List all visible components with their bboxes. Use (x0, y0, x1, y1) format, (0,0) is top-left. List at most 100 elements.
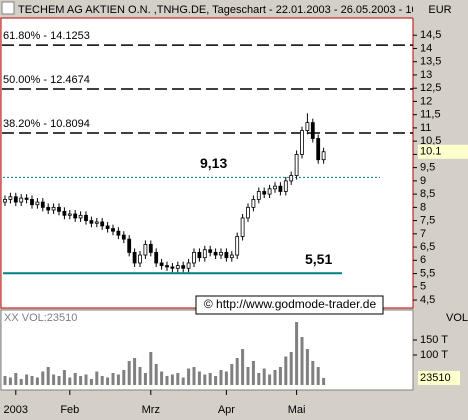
candle-body (46, 206, 51, 211)
y-tick-label: 6,5 (420, 241, 435, 253)
candle-body (73, 213, 78, 219)
volume-bar (300, 337, 304, 385)
candle-body (111, 228, 115, 232)
y-tick-label: 6 (420, 254, 426, 266)
y-tick-label: 5,5 (420, 267, 435, 279)
last-price: 10.1 (420, 146, 441, 158)
copyright-box (195, 295, 384, 315)
y-tick-label: 9,5 (420, 162, 435, 174)
chart-title: TECHEM AG AKTIEN O.N. ,TNHG.DE, Tagescha… (18, 4, 418, 16)
price-panel (0, 17, 414, 309)
volume-bar (224, 371, 228, 385)
volume-bar (322, 377, 326, 385)
candle-body (94, 221, 99, 224)
volume-bar (295, 322, 299, 385)
candle-body (78, 214, 83, 219)
volume-bar (3, 376, 7, 385)
volume-bar (311, 361, 315, 385)
y-tick-label: 9 (420, 175, 426, 187)
candle-body (62, 210, 67, 216)
volume-title: XX VOL:23510 (4, 312, 77, 324)
volume-bar (25, 374, 29, 385)
x-tick-label: Apr (218, 404, 235, 416)
candle-body (40, 201, 45, 208)
volume-bar (192, 367, 196, 385)
volume-bar (73, 373, 77, 385)
volume-bar (176, 373, 180, 385)
menu-icon[interactable] (1, 1, 15, 15)
volume-bar (14, 373, 18, 385)
candle-body (300, 130, 304, 155)
candle-body (24, 197, 29, 200)
last-price-box (418, 144, 468, 159)
candle-body (143, 244, 148, 256)
candle-body (235, 236, 240, 256)
y-tick-label: 13,5 (420, 56, 441, 68)
candle-body (283, 180, 288, 192)
y-tick-label: 4,5 (420, 294, 435, 306)
volume-bar (241, 349, 245, 385)
volume-bar (46, 367, 50, 385)
y-tick-label: 8,5 (420, 188, 435, 200)
volume-bar (214, 376, 218, 385)
volume-bar (165, 376, 169, 385)
volume-bar (181, 377, 185, 385)
candle-body (170, 266, 175, 269)
volume-bar (187, 368, 191, 385)
candle-body (240, 217, 245, 237)
last-volume: 23510 (420, 372, 451, 384)
candle-body (246, 206, 250, 219)
volume-bar (106, 377, 110, 385)
candle-body (30, 199, 34, 206)
candle-body (165, 265, 169, 268)
candle-body (57, 206, 61, 212)
volume-bar (170, 374, 174, 385)
candle-body (105, 225, 110, 229)
volume-bar (57, 376, 61, 385)
volume-bar (133, 358, 137, 385)
candle-body (121, 234, 126, 240)
volume-bar (230, 364, 234, 385)
candle-body (175, 265, 180, 269)
candle-body (159, 262, 164, 267)
candle-body (197, 251, 202, 259)
copyright: © http://www.godmode-trader.de (204, 297, 377, 311)
volume-bar (305, 349, 309, 385)
candle-body (267, 188, 272, 195)
currency: EUR (428, 4, 451, 16)
candle-body (278, 185, 283, 192)
volume-bar (235, 358, 239, 385)
volume-bar (8, 377, 12, 385)
candle-body (208, 249, 213, 253)
volume-bar (30, 376, 34, 385)
y-tick-label: 8 (420, 201, 426, 213)
y-tick-label: 12,5 (420, 82, 441, 94)
volume-bar (52, 374, 56, 385)
candle-body (186, 262, 191, 269)
last-volume-box (418, 370, 460, 385)
fib-label: 50.00% - 12.4674 (3, 74, 90, 86)
volume-bar (268, 374, 272, 385)
candle-body (127, 238, 132, 253)
candle-body (262, 191, 267, 195)
candle-body (13, 196, 18, 203)
candle-body (321, 151, 326, 161)
currency-box (413, 0, 468, 18)
volume-bar (41, 371, 45, 385)
volume-bar (262, 368, 266, 385)
volume-bar (111, 373, 115, 385)
volume-bar (122, 370, 126, 385)
candle-body (67, 213, 72, 216)
x-tick-label: Mrz (142, 404, 160, 416)
y-tick-label: 7 (420, 228, 426, 240)
x-tick-label: Feb (60, 404, 79, 416)
candle-body (132, 251, 137, 264)
candle-body (89, 220, 94, 224)
y-tick-label: 150 T (420, 334, 448, 346)
volume-bar (143, 373, 147, 385)
candle-body (294, 153, 299, 176)
y-tick-label: 14 (420, 42, 432, 54)
y-tick-label: 10,5 (420, 135, 441, 147)
level-label: 9,13 (200, 155, 227, 171)
